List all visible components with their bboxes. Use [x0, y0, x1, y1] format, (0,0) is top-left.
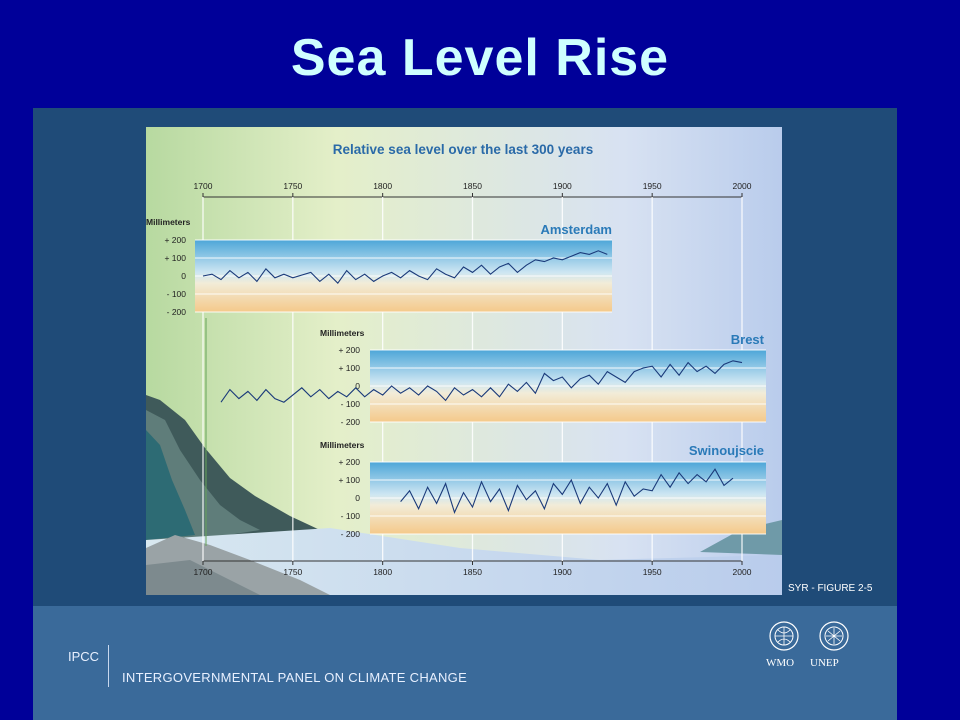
- y-tick-label: - 100: [167, 289, 187, 299]
- y-tick-label: - 200: [341, 417, 361, 427]
- wmo-unep-logos: [769, 621, 849, 651]
- y-tick-label: - 100: [341, 399, 361, 409]
- panel-amsterdam: Millimeters + 200 + 100 0 - 100 - 200 Amsterda…: [146, 217, 612, 317]
- x-tick-label-bottom: 1950: [643, 567, 662, 577]
- panel-brest: Millimeters + 200 + 100 0 - 100 - 200 Brest: [220, 328, 766, 427]
- y-tick-label: - 200: [167, 307, 187, 317]
- x-tick-label-bottom: 1750: [283, 567, 302, 577]
- y-tick-label: 0: [355, 381, 360, 391]
- y-tick-label: - 200: [341, 529, 361, 539]
- series-name-label: Brest: [731, 332, 765, 347]
- x-tick-label-top: 1850: [463, 181, 482, 191]
- y-tick-label: + 100: [338, 475, 360, 485]
- x-tick-label-top: 1800: [373, 181, 392, 191]
- wmo-label: WMO: [766, 657, 795, 669]
- footer-bar: [33, 606, 897, 720]
- x-tick-label-top: 1750: [283, 181, 302, 191]
- y-tick-label: - 100: [341, 511, 361, 521]
- y-tick-label: 0: [355, 493, 360, 503]
- x-tick-label-bottom: 2000: [733, 567, 752, 577]
- x-tick-label-bottom: 1850: [463, 567, 482, 577]
- series-panels: Millimeters + 200 + 100 0 - 100 - 200 Amsterda…: [146, 217, 766, 539]
- chart-title: Relative sea level over the last 300 yea…: [333, 142, 593, 157]
- y-tick-label: + 200: [338, 457, 360, 467]
- unep-emblem-icon: [819, 621, 849, 651]
- cliff-illustration: [146, 395, 782, 595]
- y-tick-label: + 100: [164, 253, 186, 263]
- x-axis-ticks: 1700 1700 1750 1750 1800 1800 1850 1850 1900 1900…: [194, 181, 752, 577]
- x-tick-label-top: 1700: [194, 181, 213, 191]
- x-tick-label-top: 1950: [643, 181, 662, 191]
- y-tick-label: + 200: [164, 235, 186, 245]
- series-line-amsterdam: [202, 250, 608, 285]
- x-tick-label-top: 1900: [553, 181, 572, 191]
- figure-id-label: SYR - FIGURE 2-5: [788, 583, 873, 594]
- unep-label: UNEP: [810, 657, 839, 669]
- ipcc-short-name: IPCC: [68, 649, 100, 664]
- y-axis-label: Millimeters: [320, 440, 365, 450]
- ipcc-full-name: INTERGOVERNMENTAL PANEL ON CLIMATE CHANG…: [122, 670, 468, 685]
- x-tick-label-bottom: 1900: [553, 567, 572, 577]
- x-tick-label-top: 2000: [733, 181, 752, 191]
- y-axis-label: Millimeters: [146, 217, 191, 227]
- x-tick-label-bottom: 1800: [373, 567, 392, 577]
- y-axis-label: Millimeters: [320, 328, 365, 338]
- y-tick-label: 0: [181, 271, 186, 281]
- footer-divider: [108, 645, 109, 687]
- x-tick-label-bottom: 1700: [194, 567, 213, 577]
- y-tick-label: + 200: [338, 345, 360, 355]
- series-line-brest: [220, 360, 743, 403]
- slide-title: Sea Level Rise: [290, 29, 670, 87]
- series-name-label: Amsterdam: [540, 222, 612, 237]
- y-tick-label: + 100: [338, 363, 360, 373]
- wmo-emblem-icon: [769, 621, 799, 651]
- panel-swinoujscie: Millimeters + 200 + 100 0 - 100 - 200 Swinoujs…: [320, 440, 766, 539]
- series-line-swinoujscie: [400, 468, 734, 514]
- series-name-label: Swinoujscie: [689, 443, 764, 458]
